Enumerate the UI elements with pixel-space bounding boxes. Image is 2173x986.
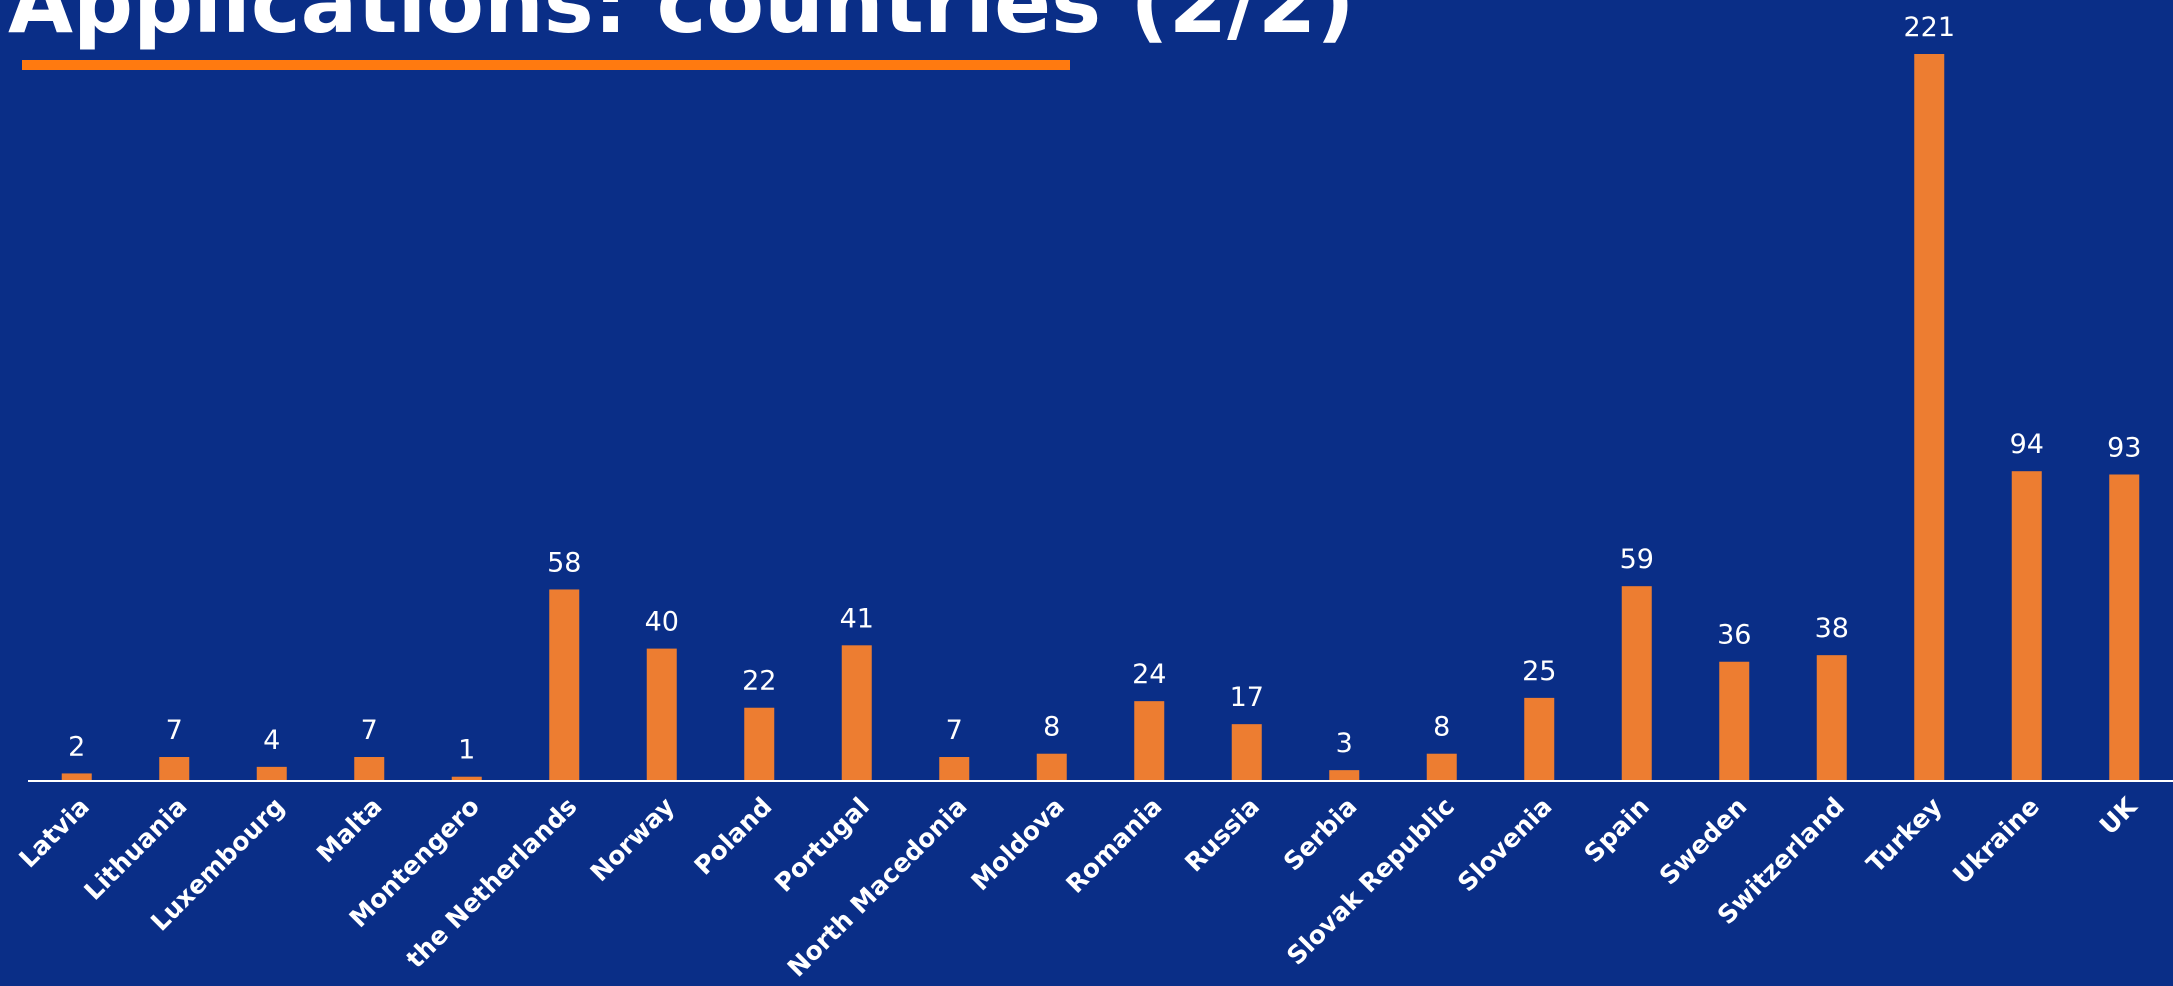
bar	[744, 707, 775, 780]
bar	[1134, 701, 1165, 780]
data-label: 221	[1903, 12, 1955, 43]
bar	[1231, 724, 1262, 780]
data-label: 58	[547, 547, 581, 578]
data-label: 1	[458, 735, 475, 766]
bar	[354, 757, 385, 780]
data-label: 22	[742, 666, 776, 697]
data-label: 94	[2010, 429, 2044, 460]
data-label: 93	[2107, 432, 2141, 463]
bar	[256, 766, 287, 780]
bar	[1036, 753, 1067, 780]
bar	[451, 776, 482, 780]
bar	[159, 757, 190, 780]
data-label: 17	[1230, 682, 1264, 713]
data-label: 24	[1132, 659, 1166, 690]
data-label: 8	[1433, 712, 1450, 743]
bar	[549, 589, 580, 780]
data-label: 7	[166, 715, 183, 746]
bar	[1816, 655, 1847, 780]
bar	[1719, 661, 1750, 780]
data-label: 7	[946, 715, 963, 746]
data-label: 7	[361, 715, 378, 746]
data-label: 3	[1336, 728, 1353, 759]
bar	[1524, 697, 1555, 780]
bar	[939, 757, 970, 780]
bar	[1329, 770, 1360, 780]
data-label: 36	[1717, 620, 1751, 651]
data-label: 41	[840, 603, 874, 634]
bar	[1621, 586, 1652, 780]
data-label: 38	[1815, 613, 1849, 644]
data-label: 4	[263, 725, 280, 756]
bar	[646, 648, 677, 780]
bar	[2109, 474, 2140, 780]
data-label: 59	[1620, 544, 1654, 575]
bar	[841, 645, 872, 780]
data-label: 2	[68, 731, 85, 762]
data-label: 8	[1043, 712, 1060, 743]
bar	[2011, 471, 2042, 780]
data-label: 25	[1522, 656, 1556, 687]
bar	[1914, 54, 1945, 780]
title-underline	[22, 60, 1070, 70]
data-label: 40	[645, 607, 679, 638]
bar	[1426, 753, 1457, 780]
bar	[61, 773, 92, 780]
chart-title: Applications: countries (2/2)	[8, 0, 1355, 52]
